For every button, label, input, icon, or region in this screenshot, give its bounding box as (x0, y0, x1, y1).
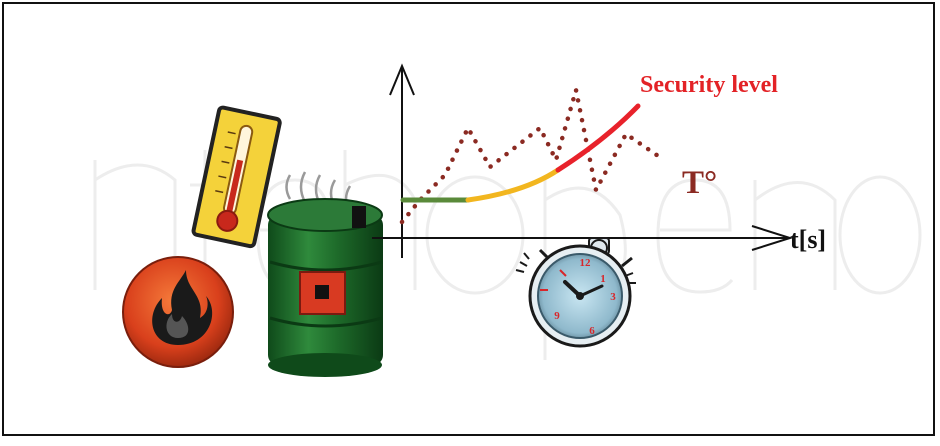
security-level-yellow-segment (465, 167, 561, 203)
svg-text:12: 12 (580, 257, 592, 269)
security-level-curve (400, 103, 641, 203)
axes (372, 63, 794, 258)
security-level-red-segment (555, 103, 641, 173)
svg-text:1: 1 (600, 273, 606, 285)
time-axis-label: t[s] (790, 225, 826, 254)
thermometer-icon (191, 105, 282, 249)
svg-text:6: 6 (589, 325, 595, 337)
svg-text:3: 3 (610, 291, 616, 303)
security-level-label: Security level (640, 72, 778, 98)
barrel-icon (267, 198, 383, 377)
svg-text:9: 9 (554, 310, 560, 322)
temperature-label: T° (682, 165, 717, 201)
temperature-curve (399, 87, 667, 225)
fire-icon (122, 256, 234, 368)
stopwatch-icon: 12 1 3 6 9 (515, 237, 636, 348)
